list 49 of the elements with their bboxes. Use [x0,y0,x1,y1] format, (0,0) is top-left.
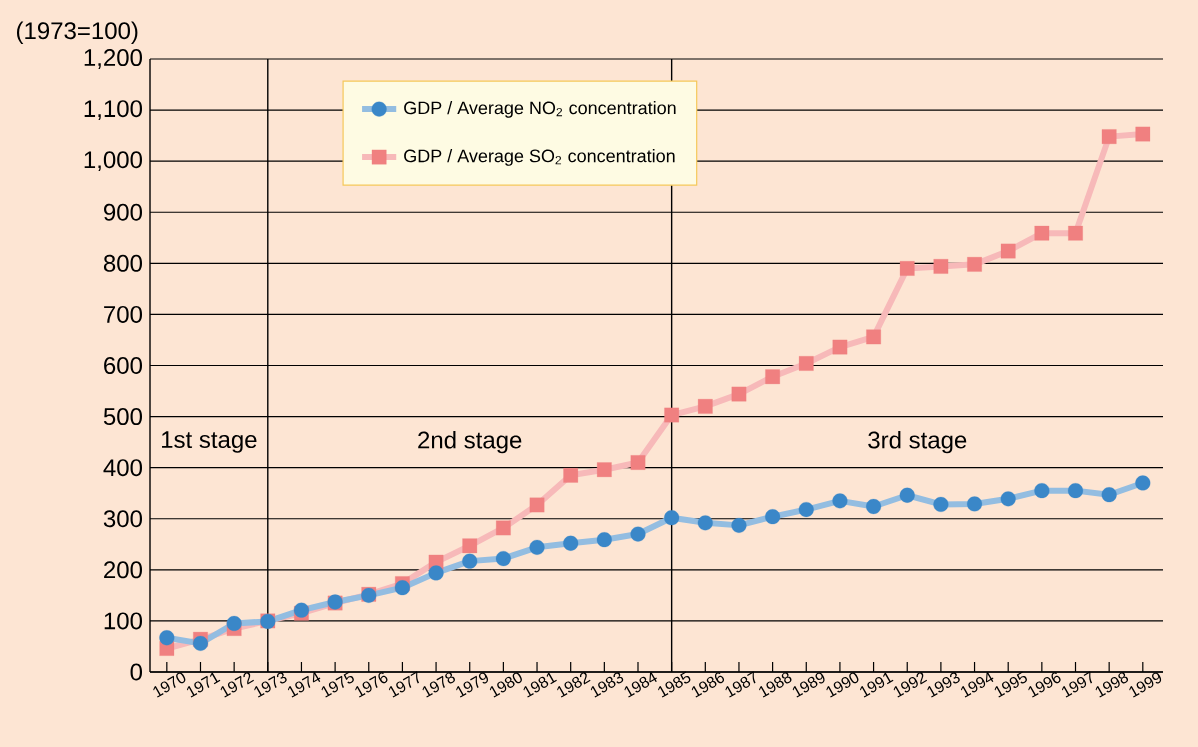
x-tick-label: 1996 [1028,672,1061,698]
x-tick-label: 1977 [388,671,420,698]
x-tick-label: 1994 [960,671,994,698]
annotation: 1st stage [162,431,257,453]
y-tick-label: 200 [104,561,143,579]
x-tick-label: 1974 [287,671,321,698]
y-tick-label: 400 [103,459,143,477]
x-tick-label: 1981 [523,672,557,698]
legend-label: GDP / Average NO$_{2}$ concentration [404,101,676,118]
x-tick-label: 1998 [1095,672,1129,698]
x-tick-label: 1989 [792,672,825,698]
x-tick-label: 1986 [691,672,725,698]
legend-label: GDP / Average SO$_{2}$ concentration [404,149,675,166]
y-tick-label: 100 [104,612,143,630]
x-tick-label: 1982 [557,672,591,698]
x-tick-label: 1970 [153,672,186,698]
x-tick-label: 1999 [1129,672,1162,698]
y-tick-label: 600 [104,357,143,374]
x-tick-label: 1993 [927,672,960,698]
x-tick-label: 1995 [994,671,1027,698]
x-tick-label: 1972 [220,672,254,698]
x-tick-label: 1979 [456,672,489,698]
x-tick-label: 1978 [422,672,455,698]
y-tick-label: 1,000 [84,151,143,172]
x-tick-label: 1973 [254,672,287,698]
y-tick-label: 900 [104,203,143,221]
x-tick-label: 1987 [725,671,756,698]
x-tick-label: 1985 [658,671,691,698]
x-tick-label: 1980 [489,672,522,698]
x-tick-label: 1991 [860,672,894,698]
y-tick-label: 500 [103,408,143,426]
x-tick-label: 1997 [1061,671,1093,698]
y-tick-label: 1,200 [84,49,143,69]
y-tick-label: 1,100 [84,100,143,120]
x-tick-label: 1975 [321,671,354,698]
annotation: 2nd stage [418,430,522,454]
x-tick-label: 1990 [826,672,859,698]
y-tick-label: 700 [104,305,143,323]
y-tick-label: 300 [103,510,143,528]
x-tick-label: 1984 [624,671,657,698]
y-axis-title: (1973=100) [16,21,138,44]
annotation: 3rd stage [868,430,967,454]
x-tick-label: 1971 [186,672,221,698]
x-tick-label: 1983 [590,672,624,698]
x-tick-label: 1988 [759,672,792,698]
x-tick-label: 1992 [893,672,928,698]
y-tick-label: 0 [130,663,143,681]
y-tick-label: 800 [103,254,143,272]
x-tick-label: 1976 [355,672,388,698]
